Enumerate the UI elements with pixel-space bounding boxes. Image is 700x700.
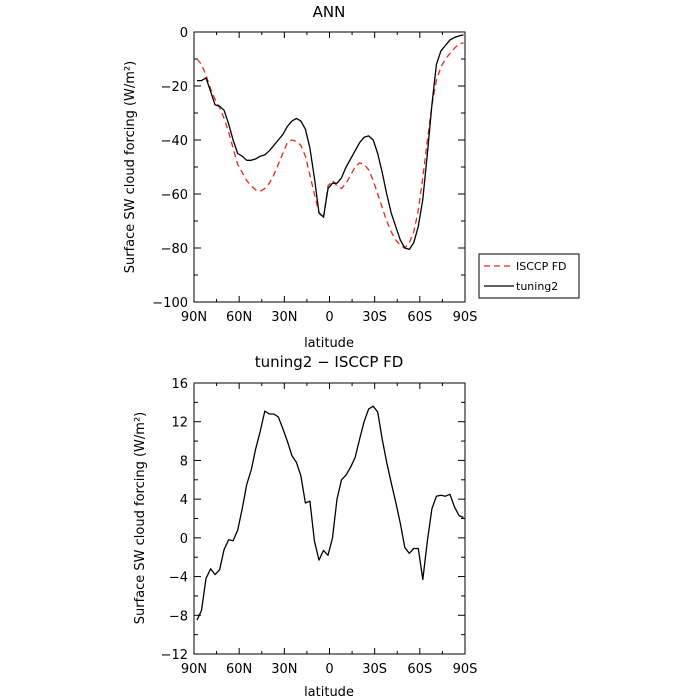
- legend-label-isccp: ISCCP FD: [516, 260, 567, 273]
- x-tick-label: 0: [325, 310, 333, 325]
- x-tick-label: 90N: [181, 662, 207, 677]
- x-tick-label: 60N: [226, 310, 252, 325]
- plot-frame: [193, 382, 466, 655]
- panel-annual-cloud-forcing: ANN 90N 60N 30N 0 30S 60S 90S 0 −20 −40 −60 −80 −100…: [123, 3, 580, 351]
- y-tick-label: 4: [180, 493, 188, 508]
- x-axis-title: latitude: [304, 336, 354, 351]
- legend-frame: [478, 253, 580, 299]
- panel-title: tuning2 − ISCCP FD: [255, 353, 404, 371]
- x-tick-label: 60S: [407, 662, 432, 677]
- y-tick-label: 8: [180, 454, 188, 469]
- plot-frame: [193, 31, 466, 303]
- series-lines: [196, 405, 464, 621]
- panel-difference: tuning2 − ISCCP FD 90N 60N 30N 0 30S 60S 90S 16…: [133, 353, 477, 700]
- y-tick-label: −40: [161, 134, 188, 149]
- x-tick-label: 30N: [271, 662, 297, 677]
- x-tick-label: 90S: [453, 662, 478, 677]
- y-tick-label: 0: [180, 532, 188, 547]
- axis-ticks: 90N 60N 30N 0 30S 60S 90S 16 12 8 4 0 −4 −8 −12: [161, 377, 478, 677]
- y-tick-label: −100: [152, 296, 188, 311]
- x-tick-label: 60N: [226, 662, 252, 677]
- axis-ticks: 90N 60N 30N 0 30S 60S 90S 0 −20 −40 −60 −80 −100: [152, 26, 477, 325]
- y-tick-label: 0: [180, 26, 188, 41]
- x-tick-label: 90N: [181, 310, 207, 325]
- legend-label-tuning2: tuning2: [516, 280, 558, 293]
- y-tick-label: −80: [161, 242, 188, 257]
- y-tick-label: −20: [161, 80, 188, 95]
- series-line-difference: [196, 405, 464, 621]
- series-line-tuning2: [197, 34, 464, 251]
- y-tick-label: 16: [171, 377, 188, 392]
- x-tick-label: 30S: [362, 310, 387, 325]
- x-tick-label: 90S: [453, 310, 478, 325]
- x-tick-label: 30S: [362, 662, 387, 677]
- x-axis-title: latitude: [304, 685, 354, 700]
- y-axis-title: Surface SW cloud forcing (W/m²): [133, 412, 148, 624]
- x-tick-label: 30N: [271, 310, 297, 325]
- x-tick-label: 0: [325, 662, 333, 677]
- y-tick-label: −12: [161, 648, 188, 663]
- y-tick-label: 12: [171, 416, 188, 431]
- y-tick-label: −4: [169, 571, 188, 586]
- y-axis-title: Surface SW cloud forcing (W/m²): [123, 61, 138, 273]
- series-line-isccp-fd: [196, 42, 464, 249]
- y-tick-label: −60: [161, 188, 188, 203]
- panel-title: ANN: [313, 3, 346, 21]
- y-tick-label: −8: [169, 609, 188, 624]
- legend: ISCCP FD tuning2: [478, 253, 580, 299]
- x-tick-label: 60S: [407, 310, 432, 325]
- series-lines: [196, 34, 464, 251]
